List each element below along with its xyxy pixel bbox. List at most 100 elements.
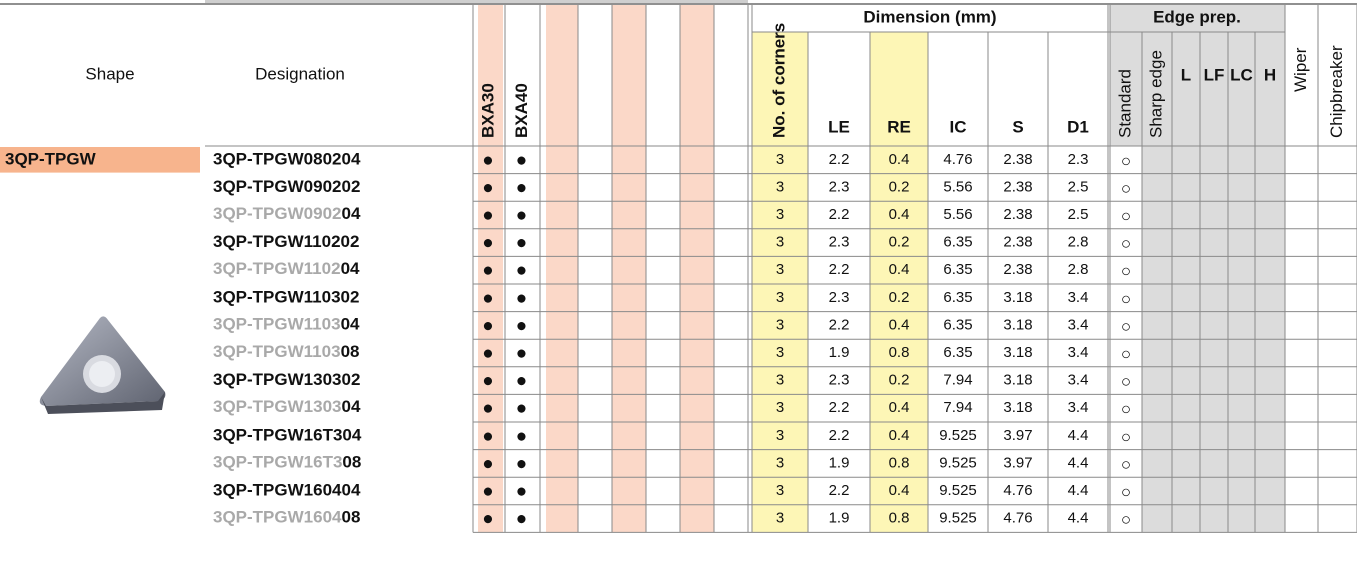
designation-prefix: 3QP-TPGW1303 xyxy=(213,398,342,417)
dimension-value: 3 xyxy=(776,234,784,251)
grade-mark: ● xyxy=(516,260,527,281)
product-table: ShapeDesignationBXA30BXA40Dimension (mm)… xyxy=(0,0,1357,565)
designation-suffix: 08 xyxy=(342,453,361,472)
dimension-value: 7.94 xyxy=(943,372,972,389)
dimension-value: 5.56 xyxy=(943,178,972,195)
dimension-value: 2.2 xyxy=(829,316,850,333)
dimension-value: 0.2 xyxy=(889,372,910,389)
dimension-value: 0.2 xyxy=(889,234,910,251)
dimension-value: 1.9 xyxy=(829,454,850,471)
dimension-value: 0.4 xyxy=(889,261,910,278)
standard-mark: ○ xyxy=(1121,151,1131,170)
dimension-value: 2.3 xyxy=(829,234,850,251)
designation: 3QP-TPGW110302 xyxy=(213,287,359,306)
designation-prefix: 3QP-TPGW0902 xyxy=(213,204,342,223)
designation-prefix: 3QP-TPGW1102 xyxy=(213,260,341,279)
dimension-value: 2.3 xyxy=(829,372,850,389)
dimension-value: 4.76 xyxy=(1003,482,1032,499)
grade-mark: ● xyxy=(482,288,493,309)
dimension-value: 3.4 xyxy=(1068,372,1089,389)
dimension-value: 3 xyxy=(776,454,784,471)
standard-mark: ○ xyxy=(1121,510,1131,529)
standard-mark: ○ xyxy=(1121,482,1131,501)
dimension-value: 3.4 xyxy=(1068,344,1089,361)
designation: 3QP-TPGW110308 xyxy=(213,342,359,361)
dimension-value: 2.38 xyxy=(1003,151,1032,168)
dimension-value: 3 xyxy=(776,316,784,333)
grade-mark: ● xyxy=(482,233,493,254)
dimension-value: 4.4 xyxy=(1068,427,1089,444)
header-edge-col: L xyxy=(1181,65,1191,84)
dimension-value: 0.8 xyxy=(889,344,910,361)
standard-mark: ○ xyxy=(1121,344,1131,363)
dimension-value: 0.4 xyxy=(889,151,910,168)
dimension-value: 3.97 xyxy=(1003,427,1032,444)
dimension-value: 2.2 xyxy=(829,261,850,278)
grade-mark: ● xyxy=(482,371,493,392)
dimension-value: 2.3 xyxy=(829,178,850,195)
header-chipbreaker: Chipbreaker xyxy=(1327,45,1346,138)
grade-mark: ● xyxy=(516,233,527,254)
dimension-value: 2.2 xyxy=(829,151,850,168)
dimension-value: 6.35 xyxy=(943,261,972,278)
header-shape: Shape xyxy=(85,64,134,83)
dimension-value: 3 xyxy=(776,151,784,168)
designation-prefix: 3QP-TPGW1103 xyxy=(213,315,341,334)
grade-mark: ● xyxy=(516,509,527,530)
dimension-value: 5.56 xyxy=(943,206,972,223)
grade-mark: ● xyxy=(516,398,527,419)
dimension-value: 2.38 xyxy=(1003,178,1032,195)
grade-mark: ● xyxy=(482,343,493,364)
insert-icon xyxy=(40,316,166,414)
standard-mark: ○ xyxy=(1121,372,1131,391)
dimension-value: 0.8 xyxy=(889,510,910,527)
shape-name: 3QP-TPGW xyxy=(5,149,97,168)
dimension-value: 3.97 xyxy=(1003,454,1032,471)
designation-suffix: 04 xyxy=(342,398,361,417)
dimension-value: 9.525 xyxy=(939,510,977,527)
header-grade: BXA40 xyxy=(512,83,531,138)
grade-mark: ● xyxy=(516,150,527,171)
dimension-value: 2.5 xyxy=(1068,206,1089,223)
dimension-value: 3 xyxy=(776,344,784,361)
standard-mark: ○ xyxy=(1121,262,1131,281)
dimension-value: 3.18 xyxy=(1003,399,1032,416)
dimension-value: 2.38 xyxy=(1003,234,1032,251)
dimension-value: 3 xyxy=(776,206,784,223)
dimension-value: 3 xyxy=(776,399,784,416)
designation: 3QP-TPGW110202 xyxy=(213,232,359,251)
dimension-value: 9.525 xyxy=(939,454,977,471)
designation: 3QP-TPGW160408 xyxy=(213,508,360,527)
dimension-value: 1.9 xyxy=(829,510,850,527)
dimension-value: 4.4 xyxy=(1068,454,1089,471)
dimension-value: 3.18 xyxy=(1003,316,1032,333)
dimension-value: 2.38 xyxy=(1003,206,1032,223)
designation-suffix: 08 xyxy=(342,508,361,527)
header-edge-col: Standard xyxy=(1115,69,1134,138)
dimension-value: 3 xyxy=(776,178,784,195)
dimension-value: 0.4 xyxy=(889,399,910,416)
grade-mark: ● xyxy=(482,481,493,502)
dimension-value: 0.8 xyxy=(889,454,910,471)
dimension-value: 3 xyxy=(776,427,784,444)
dimension-value: 2.5 xyxy=(1068,178,1089,195)
standard-mark: ○ xyxy=(1121,400,1131,419)
dimension-value: 3 xyxy=(776,510,784,527)
standard-mark: ○ xyxy=(1121,427,1131,446)
dimension-value: 6.35 xyxy=(943,344,972,361)
grade-mark: ● xyxy=(482,398,493,419)
header-dimension-col: LE xyxy=(828,117,850,136)
top-strip xyxy=(205,0,748,3)
standard-mark: ○ xyxy=(1121,317,1131,336)
dimension-value: 3 xyxy=(776,289,784,306)
grade-mark: ● xyxy=(516,205,527,226)
dimension-value: 9.525 xyxy=(939,482,977,499)
dimension-value: 2.8 xyxy=(1068,234,1089,251)
dimension-value: 3.4 xyxy=(1068,399,1089,416)
dimension-value: 3.18 xyxy=(1003,372,1032,389)
dimension-value: 0.2 xyxy=(889,289,910,306)
dimension-value: 9.525 xyxy=(939,427,977,444)
grade-mark: ● xyxy=(482,315,493,336)
header-dimension-col: D1 xyxy=(1067,117,1089,136)
dimension-value: 7.94 xyxy=(943,399,972,416)
